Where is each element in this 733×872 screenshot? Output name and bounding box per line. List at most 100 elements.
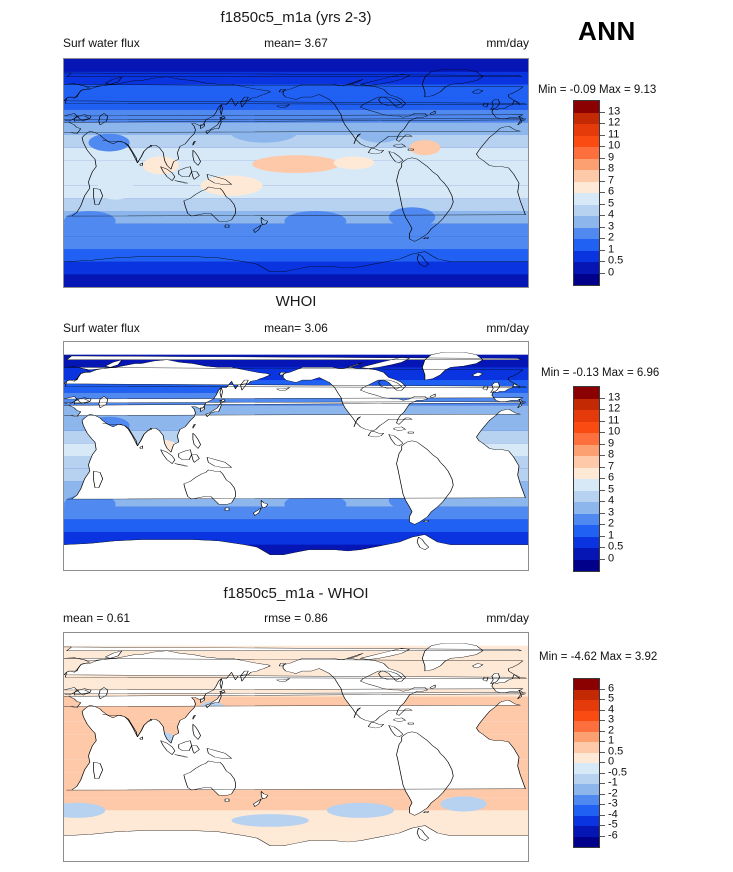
colorbar-swatch (574, 710, 599, 721)
minmax-obs: Min = -0.13 Max = 6.96 (541, 367, 660, 379)
colorbar-swatch (574, 193, 599, 205)
colorbar-tick-label: -0.5 (608, 766, 627, 778)
colorbar-tick (600, 466, 605, 468)
colorbar-tick (600, 272, 605, 274)
coastlines (64, 642, 528, 846)
colorbar-tick (600, 751, 605, 753)
colorbar-tick (600, 783, 605, 784)
colorbar-swatch (574, 805, 599, 816)
colorbar-tick-label: 6 (608, 471, 615, 484)
map-model[interactable] (63, 58, 529, 288)
colorbar-swatch (574, 815, 599, 826)
colorbar-swatch (574, 456, 599, 468)
colorbar-swatch (574, 170, 599, 182)
colorbar-tick (600, 157, 605, 159)
colorbar-tick-label: 11 (608, 128, 620, 140)
colorbar-swatch (574, 559, 599, 571)
colorbar-swatch (574, 784, 599, 795)
colorbar-tick-label: -4 (608, 808, 618, 820)
colorbar-tick-label: 7 (608, 174, 615, 186)
panel-mean-diff: mean = 0.61 (63, 611, 131, 625)
colorbar-tick-label: 10 (608, 425, 621, 438)
colorbar-tick (600, 180, 605, 182)
colorbar-swatch (574, 433, 599, 445)
colorbar-tick-label: 1 (608, 529, 615, 541)
colorbar-tick-label: 11 (608, 414, 620, 426)
colorbar-swatch (574, 689, 599, 700)
colorbar-swatch (574, 490, 599, 502)
colorbar-tick (600, 455, 605, 456)
colorbar-tick-label: 9 (608, 437, 615, 449)
colorbar-swatch (574, 467, 599, 479)
colorbar-tick (600, 535, 605, 537)
colorbar-tick-label: -2 (608, 787, 618, 799)
colorbar-tick (600, 249, 605, 251)
colorbar-swatch (574, 513, 599, 525)
panel-units-model: mm/day (486, 36, 529, 50)
colorbar-swatch (574, 135, 599, 147)
colorbar-tick (600, 432, 605, 433)
colorbar-ticks-model (600, 100, 606, 284)
colorbar-swatch (574, 773, 599, 784)
colorbar-tick (600, 762, 605, 763)
colorbar-tick-label: 12 (608, 116, 621, 129)
colorbar-swatch (574, 147, 599, 159)
colorbar-tick-label: 4 (608, 208, 615, 221)
colorbar-tick (600, 835, 605, 837)
colorbar-tick (600, 397, 605, 399)
colorbar-tick-label: 4 (608, 703, 615, 715)
colorbar-tick-label: 5 (608, 483, 615, 495)
colorbar-swatch (574, 700, 599, 711)
panel-units-diff: mm/day (486, 611, 529, 625)
coastlines (64, 351, 528, 555)
colorbar-swatch (574, 262, 599, 274)
colorbar-tick (600, 261, 605, 262)
colorbar-tick (600, 226, 605, 228)
colorbar-tick (600, 111, 605, 113)
colorbar-tick-label: 6 (608, 682, 615, 694)
colorbar-tick-label: 0.5 (608, 254, 624, 267)
colorbar-tick-label: 5 (608, 692, 615, 705)
colorbar-tick (600, 814, 605, 816)
colorbar-swatch (574, 398, 599, 410)
colorbar-tick-label: 2 (608, 724, 615, 736)
colorbar-tick-label: 3 (608, 506, 615, 518)
season-label: ANN (578, 16, 636, 46)
colorbar-tick-label: 7 (608, 460, 615, 472)
map-diff[interactable] (63, 632, 529, 862)
colorbar-swatch (574, 794, 599, 805)
colorbar-swatch (574, 836, 599, 847)
colorbar-swatch (574, 204, 599, 216)
colorbar-swatch (574, 216, 599, 228)
colorbar-tick (600, 238, 605, 239)
colorbar-swatch (574, 721, 599, 732)
colorbar-tick-label: 8 (608, 162, 615, 175)
colorbar-tick (600, 688, 605, 690)
colorbar-tick-label: 3 (608, 713, 615, 726)
colorbar-tick (600, 123, 605, 124)
colorbar-tick (600, 443, 605, 445)
colorbar-tick (600, 192, 605, 193)
map-obs[interactable] (63, 341, 529, 571)
colorbar-swatch (574, 227, 599, 239)
colorbar-tick (600, 169, 605, 170)
colorbar-tick (600, 215, 605, 216)
map-canvas (64, 633, 528, 861)
colorbar-tick-label: 13 (608, 105, 621, 117)
colorbar-tick-label: 13 (608, 391, 621, 403)
colorbar-tick (600, 558, 605, 560)
colorbar-swatch (574, 826, 599, 837)
panel-rmse-diff: rmse = 0.86 (264, 611, 328, 625)
colorbar-tick-label: 0.5 (608, 540, 624, 553)
panel-left-label-model: Surf water flux (63, 36, 140, 50)
colorbar-tick (600, 825, 605, 826)
colorbar-swatch (574, 752, 599, 763)
colorbar-tick-label: 3 (608, 220, 615, 232)
colorbar-ticks-obs (600, 386, 606, 570)
colorbar-swatch (574, 158, 599, 170)
colorbar-tick (600, 804, 605, 805)
colorbar-swatch (574, 112, 599, 124)
colorbar-tick-label: 0 (608, 552, 615, 564)
colorbar-tick-label: -5 (608, 818, 618, 831)
colorbar-tick-label: 0.5 (608, 745, 624, 757)
